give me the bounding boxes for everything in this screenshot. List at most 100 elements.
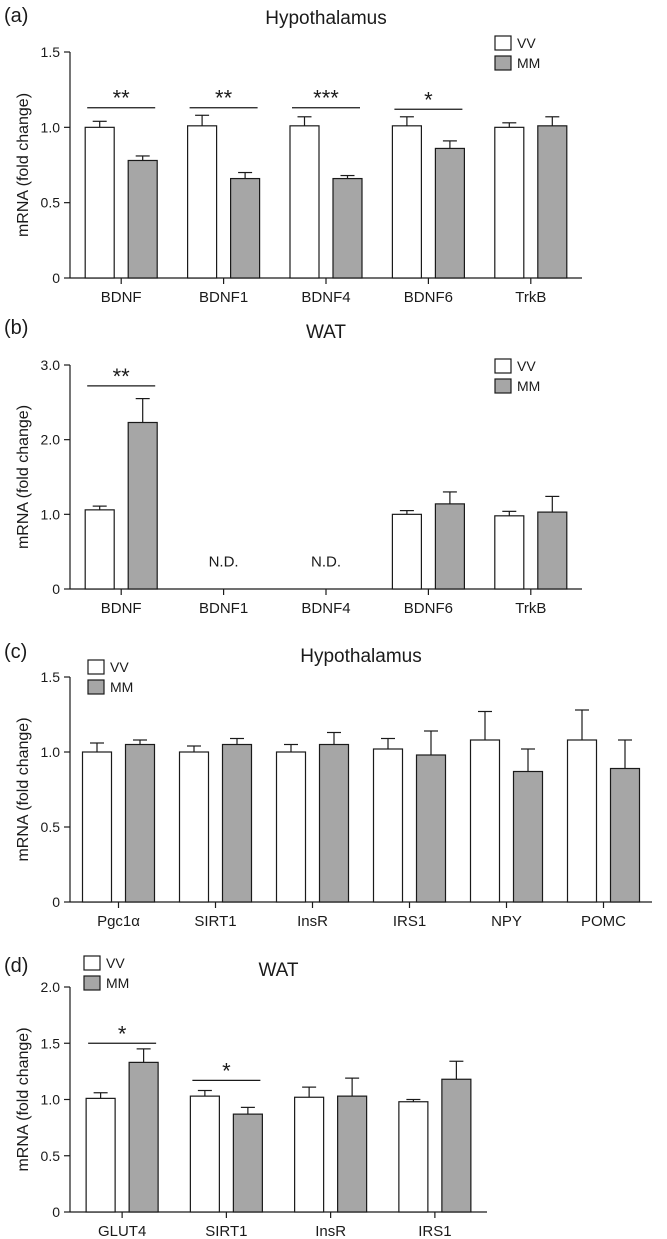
bar-vv bbox=[566, 739, 598, 903]
x-tick-label: BDNF6 bbox=[404, 600, 453, 617]
bar-mm bbox=[537, 511, 568, 590]
bar-mm bbox=[127, 421, 158, 590]
legend-swatch-mm bbox=[83, 975, 101, 991]
panel-label: (a) bbox=[4, 5, 28, 27]
bar-vv bbox=[391, 513, 422, 590]
x-tick-label: Pgc1α bbox=[97, 913, 140, 930]
y-axis-label: mRNA (fold change) bbox=[15, 1027, 32, 1171]
legend-swatch-vv bbox=[494, 358, 512, 374]
significance-label: ** bbox=[215, 86, 233, 111]
bar-vv bbox=[275, 751, 307, 903]
chart-title: WAT bbox=[306, 322, 346, 343]
y-tick-label: 0 bbox=[52, 1204, 60, 1220]
significance-label: * bbox=[222, 1058, 231, 1083]
bar-vv bbox=[187, 125, 218, 279]
legend-label: VV bbox=[517, 358, 536, 374]
chart-title: Hypothalamus bbox=[265, 8, 386, 29]
nd-annotation: N.D. bbox=[311, 554, 341, 571]
legend-label: MM bbox=[106, 975, 129, 991]
legend-label: MM bbox=[110, 679, 133, 695]
bar-vv bbox=[372, 748, 404, 903]
significance-label: ** bbox=[113, 86, 131, 111]
chart-panel-c: (c) Hypothalamus mRNA (fold change) 0 0.5 1.0… bbox=[4, 641, 652, 930]
x-tick-label: InsR bbox=[315, 1223, 346, 1239]
y-axis-label: mRNA (fold change) bbox=[15, 717, 32, 861]
bar-vv bbox=[398, 1101, 429, 1213]
x-tick-label: TrkB bbox=[515, 600, 546, 617]
panel-label: (b) bbox=[4, 317, 28, 339]
bar-mm bbox=[434, 147, 465, 279]
legend-swatch-mm bbox=[87, 679, 105, 695]
x-tick-label: GLUT4 bbox=[98, 1223, 146, 1239]
bar-vv bbox=[289, 125, 320, 279]
bar-vv bbox=[391, 125, 422, 279]
y-tick-label: 2.0 bbox=[41, 432, 61, 448]
bar-mm bbox=[441, 1078, 472, 1213]
bar-vv bbox=[84, 126, 115, 279]
panel-label: (c) bbox=[4, 641, 27, 663]
bar-vv bbox=[294, 1096, 325, 1213]
x-tick-label: BDNF4 bbox=[301, 289, 350, 306]
bar-mm bbox=[337, 1095, 368, 1213]
y-tick-label: 0 bbox=[52, 270, 60, 286]
x-tick-label: NPY bbox=[491, 913, 522, 930]
legend-label: VV bbox=[106, 955, 125, 971]
y-tick-label: 1.5 bbox=[41, 1035, 61, 1051]
bar-vv bbox=[469, 739, 501, 903]
bar-mm bbox=[318, 743, 350, 903]
legend-label: MM bbox=[517, 55, 540, 71]
y-tick-label: 1.5 bbox=[41, 669, 61, 685]
x-tick-label: BDNF6 bbox=[404, 289, 453, 306]
chart-panel-a: (a) Hypothalamus mRNA (fold change) 0 0.5 1.0… bbox=[4, 5, 582, 306]
bar-mm bbox=[128, 1061, 159, 1213]
y-tick-label: 3.0 bbox=[41, 357, 61, 373]
panel-label: (d) bbox=[4, 955, 28, 977]
y-tick-label: 1.0 bbox=[41, 1092, 61, 1108]
legend-label: VV bbox=[110, 659, 129, 675]
significance-label: ** bbox=[113, 364, 131, 389]
x-tick-label: BDNF4 bbox=[301, 600, 350, 617]
bar-mm bbox=[232, 1113, 263, 1213]
bar-vv bbox=[81, 751, 113, 903]
bar-vv bbox=[189, 1095, 220, 1213]
x-tick-label: BDNF1 bbox=[199, 600, 248, 617]
significance-label: * bbox=[118, 1021, 127, 1046]
chart-panel-d: (d) WAT mRNA (fold change) 0 0.5 1.0 1.5 2.0 GLU… bbox=[4, 955, 487, 1239]
y-tick-label: 0.5 bbox=[41, 1148, 61, 1164]
bar-mm bbox=[230, 177, 261, 279]
legend-label: VV bbox=[517, 35, 536, 51]
significance-label: *** bbox=[313, 86, 339, 111]
bar-vv bbox=[85, 1097, 116, 1213]
legend-swatch-mm bbox=[494, 378, 512, 394]
bar-mm bbox=[537, 125, 568, 279]
bar-mm bbox=[512, 770, 544, 903]
x-tick-label: IRS1 bbox=[418, 1223, 451, 1239]
bar-mm bbox=[434, 503, 465, 590]
legend-swatch-vv bbox=[83, 955, 101, 971]
x-tick-label: SIRT1 bbox=[194, 913, 236, 930]
y-axis-label: mRNA (fold change) bbox=[15, 93, 32, 237]
x-tick-label: SIRT1 bbox=[205, 1223, 247, 1239]
x-tick-label: BDNF bbox=[101, 600, 142, 617]
y-tick-label: 0 bbox=[52, 894, 60, 910]
x-tick-label: POMC bbox=[581, 913, 626, 930]
legend-swatch-vv bbox=[494, 35, 512, 51]
bar-mm bbox=[332, 177, 363, 279]
y-tick-label: 0.5 bbox=[41, 819, 61, 835]
legend-swatch-vv bbox=[87, 659, 105, 675]
x-tick-label: BDNF1 bbox=[199, 289, 248, 306]
bar-mm bbox=[124, 743, 156, 903]
y-tick-label: 1.0 bbox=[41, 506, 61, 522]
chart-title: Hypothalamus bbox=[300, 646, 421, 667]
x-tick-label: TrkB bbox=[515, 289, 546, 306]
bar-vv bbox=[178, 751, 210, 903]
y-tick-label: 1.0 bbox=[41, 119, 61, 135]
significance-label: * bbox=[424, 87, 433, 112]
bar-mm bbox=[127, 159, 158, 279]
chart-panel-b: (b) WAT mRNA (fold change) 0 1.0 2.0 3.0 BDNF BD… bbox=[4, 317, 582, 617]
y-axis-label: mRNA (fold change) bbox=[15, 405, 32, 549]
y-tick-label: 0.5 bbox=[41, 195, 61, 211]
bar-mm bbox=[609, 767, 641, 903]
legend-swatch-mm bbox=[494, 55, 512, 71]
bar-vv bbox=[494, 126, 525, 279]
